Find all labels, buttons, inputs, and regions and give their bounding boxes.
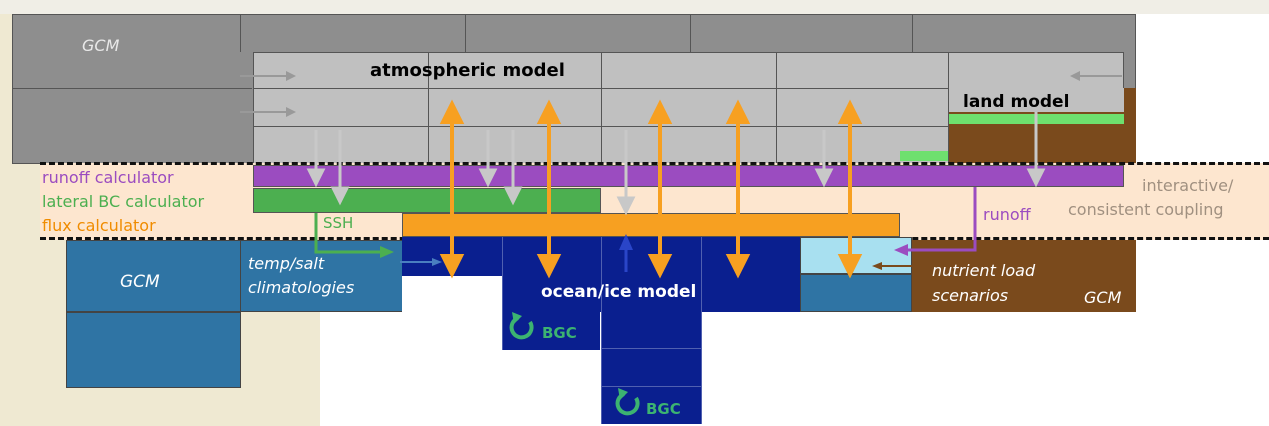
ocean-grid-h1 xyxy=(601,348,701,349)
land-model-label: land model xyxy=(963,92,1070,112)
land-model-light-top xyxy=(949,88,1124,112)
ocean-grid-v2 xyxy=(601,237,602,424)
gcm-right-label: GCM xyxy=(1084,288,1122,307)
ssh-arrow xyxy=(314,213,383,254)
atm-grid-v2 xyxy=(601,52,602,164)
gcm-arrowhead-left-1 xyxy=(1070,71,1080,81)
land-green-small xyxy=(900,151,948,161)
bgc-cycle-icon-2 xyxy=(615,392,640,416)
gcm-ocean-right-blue xyxy=(800,274,912,312)
lateral-bc-strip xyxy=(253,188,601,213)
ssh-label: SSH xyxy=(323,214,354,232)
gcm-ocean-left-lower xyxy=(66,312,241,388)
nutrient-label-line1: nutrient load xyxy=(932,261,1036,280)
coupling-band-top-dash xyxy=(40,162,1269,165)
ocean-grid-v1 xyxy=(502,237,503,350)
ocean-grid-v3 xyxy=(701,237,702,424)
atm-grid-v1 xyxy=(428,52,429,164)
interactive-label-line1: interactive/ xyxy=(1142,176,1234,195)
gcm-arrowhead-right-1 xyxy=(286,71,296,81)
gcm-grid-line-v2 xyxy=(465,14,466,52)
atm-grid-v4 xyxy=(948,52,949,164)
temp-salt-label-line1: temp/salt xyxy=(248,254,325,273)
gcm-grid-line-v4 xyxy=(912,14,913,52)
runoff-calculator-strip xyxy=(253,165,1124,187)
atm-grid-h1 xyxy=(253,88,948,89)
atmospheric-model-label: atmospheric model xyxy=(370,60,565,81)
bgc-label-1: BGC xyxy=(542,324,577,342)
bgc-cycle-icon-1 xyxy=(509,316,534,340)
gcm-grid-line-v3 xyxy=(690,14,691,52)
runoff-arrow xyxy=(905,187,977,252)
nutrient-label-line2: scenarios xyxy=(932,286,1009,305)
flux-calculator-label: flux calculator xyxy=(42,216,156,235)
runoff-label: runoff xyxy=(983,205,1031,224)
gcm-grid-line-v1 xyxy=(240,14,241,52)
gcm-left-grid-v xyxy=(240,240,241,312)
interactive-label-line2: consistent coupling xyxy=(1068,200,1224,219)
lateral-bc-calculator-label: lateral BC calculator xyxy=(42,192,205,211)
atm-grid-h2 xyxy=(253,126,948,127)
ocean-ice-model-label: ocean/ice model xyxy=(541,282,697,302)
ocean-grid-h2 xyxy=(601,386,701,387)
gcm-left-label: GCM xyxy=(120,272,160,292)
ocean-ice-cover xyxy=(402,276,502,312)
gcm-land-right-block xyxy=(912,240,1136,312)
gcm-top-label: GCM xyxy=(82,36,120,55)
runoff-calculator-label: runoff calculator xyxy=(42,168,174,187)
background-map-strip xyxy=(0,0,1269,14)
atm-grid-v3 xyxy=(776,52,777,164)
gcm-grid-line-h xyxy=(12,88,252,89)
temp-salt-label-line2: climatologies xyxy=(248,278,355,297)
gcm-arrowhead-right-2 xyxy=(286,107,296,117)
flux-calculator-strip xyxy=(402,213,900,237)
bgc-label-2: BGC xyxy=(646,400,681,418)
